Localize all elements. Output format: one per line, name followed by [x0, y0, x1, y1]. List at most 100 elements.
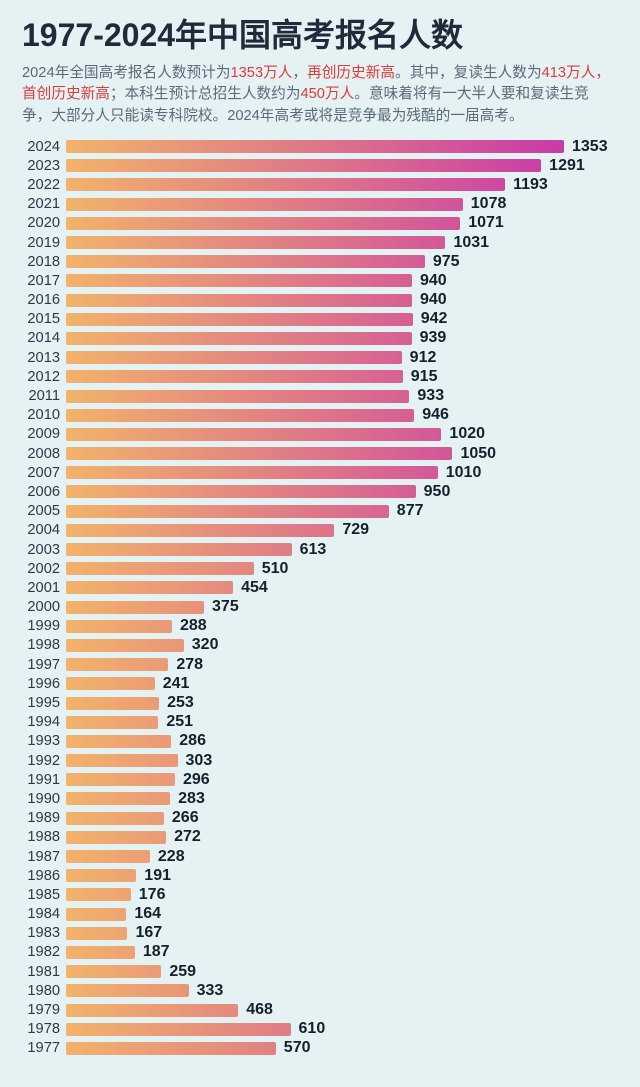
- year-label: 2006: [22, 484, 66, 500]
- value-label: 1031: [453, 234, 489, 252]
- bar-track: 303: [66, 752, 618, 770]
- year-label: 2009: [22, 426, 66, 442]
- value-label: 266: [172, 809, 199, 827]
- year-label: 1998: [22, 637, 66, 653]
- bar: [66, 601, 204, 614]
- year-label: 2019: [22, 235, 66, 251]
- chart-row: 1991296: [22, 770, 618, 789]
- subtitle-paragraph: 2024年全国高考报名人数预计为1353万人，再创历史新高。其中，复读生人数为4…: [22, 63, 618, 127]
- year-label: 1981: [22, 964, 66, 980]
- year-label: 1983: [22, 925, 66, 941]
- year-label: 1999: [22, 618, 66, 634]
- bar-track: 950: [66, 483, 618, 501]
- bar-track: 1010: [66, 464, 618, 482]
- bar: [66, 543, 292, 556]
- year-label: 2021: [22, 196, 66, 212]
- year-label: 2011: [22, 388, 66, 404]
- bar-track: 570: [66, 1039, 618, 1057]
- bar-track: 266: [66, 809, 618, 827]
- bar: [66, 677, 155, 690]
- bar: [66, 466, 438, 479]
- value-label: 915: [411, 368, 438, 386]
- year-label: 2012: [22, 369, 66, 385]
- chart-row: 20241353: [22, 137, 618, 156]
- bar: [66, 217, 460, 230]
- year-label: 2015: [22, 311, 66, 327]
- bar-track: 164: [66, 905, 618, 923]
- value-label: 610: [299, 1020, 326, 1038]
- year-label: 2024: [22, 139, 66, 155]
- bar: [66, 485, 416, 498]
- chart-row: 2013912: [22, 348, 618, 367]
- chart-row: 1982187: [22, 943, 618, 962]
- bar-track: 253: [66, 694, 618, 712]
- chart-row: 1992 303: [22, 751, 618, 770]
- bar: [66, 984, 189, 997]
- bar-track: 251: [66, 713, 618, 731]
- year-label: 1984: [22, 906, 66, 922]
- value-label: 375: [212, 598, 239, 616]
- year-label: 2002: [22, 561, 66, 577]
- value-label: 167: [135, 924, 162, 942]
- bar-track: 933: [66, 387, 618, 405]
- bar: [66, 965, 161, 978]
- value-label: 510: [262, 560, 289, 578]
- year-label: 1986: [22, 868, 66, 884]
- value-label: 303: [186, 752, 213, 770]
- bar-track: 940: [66, 272, 618, 290]
- bar-track: 259: [66, 963, 618, 981]
- subtitle-segment: 450万人: [301, 86, 355, 102]
- value-label: 975: [433, 253, 460, 271]
- bar: [66, 274, 412, 287]
- chart-row: 20081050: [22, 444, 618, 463]
- value-label: 187: [143, 943, 170, 961]
- value-label: 283: [178, 790, 205, 808]
- chart-row: 2001454: [22, 578, 618, 597]
- chart-row: 1983 167: [22, 924, 618, 943]
- subtitle-segment: 2024年全国高考报名人数预计为: [22, 65, 230, 81]
- bar: [66, 639, 184, 652]
- year-label: 1988: [22, 829, 66, 845]
- year-label: 1994: [22, 714, 66, 730]
- value-label: 946: [422, 406, 449, 424]
- year-label: 2016: [22, 292, 66, 308]
- chart-row: 1999288: [22, 617, 618, 636]
- value-label: 939: [420, 329, 447, 347]
- chart-row: 1986191: [22, 866, 618, 885]
- year-label: 1992: [22, 753, 66, 769]
- chart-row: 20221193: [22, 175, 618, 194]
- year-label: 2020: [22, 215, 66, 231]
- bar: [66, 351, 402, 364]
- bar-track: 1193: [66, 176, 618, 194]
- bar-track: 915: [66, 368, 618, 386]
- chart-row: 2003613: [22, 540, 618, 559]
- year-label: 2003: [22, 542, 66, 558]
- bar-track: 228: [66, 848, 618, 866]
- bar-track: 729: [66, 521, 618, 539]
- bar-track: 296: [66, 771, 618, 789]
- value-label: 940: [420, 291, 447, 309]
- bar-track: 283: [66, 790, 618, 808]
- bar-track: 1071: [66, 214, 618, 232]
- bar: [66, 255, 425, 268]
- bar: [66, 927, 127, 940]
- page: 1977-2024年中国高考报名人数 2024年全国高考报名人数预计为1353万…: [0, 0, 640, 1087]
- bar-track: 468: [66, 1001, 618, 1019]
- chart-row: 20211078: [22, 195, 618, 214]
- value-label: 933: [417, 387, 444, 405]
- year-label: 2010: [22, 407, 66, 423]
- chart-row: 1996241: [22, 674, 618, 693]
- year-label: 1996: [22, 676, 66, 692]
- chart-row: 2010 946: [22, 406, 618, 425]
- subtitle-segment: 再创历史新高: [307, 65, 395, 81]
- bar-track: 510: [66, 560, 618, 578]
- bar-track: 975: [66, 253, 618, 271]
- chart-row: 2015942: [22, 310, 618, 329]
- year-label: 1995: [22, 695, 66, 711]
- bar: [66, 562, 254, 575]
- bar-track: 333: [66, 982, 618, 1000]
- chart-row: 2012 915: [22, 367, 618, 386]
- subtitle-segment: 。其中，复读生人数为: [395, 65, 542, 81]
- bar-track: 1050: [66, 445, 618, 463]
- year-label: 1991: [22, 772, 66, 788]
